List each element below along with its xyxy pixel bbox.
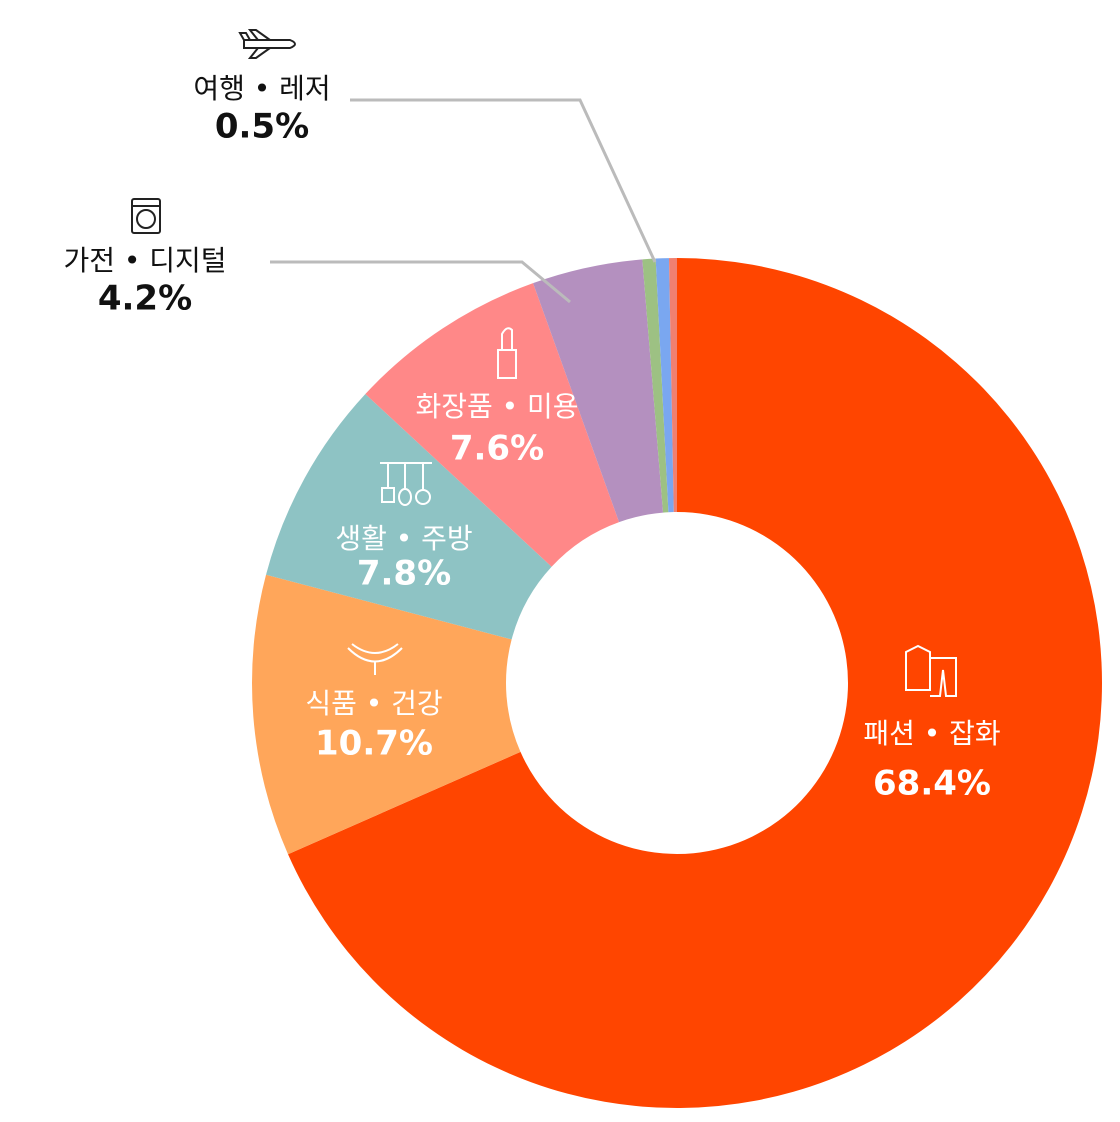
category-label: 패션 • 잡화 <box>863 717 1000 750</box>
category-label: 여행 • 레저 <box>193 72 330 105</box>
sausage-icon <box>347 643 403 675</box>
donut-slice <box>251 574 521 855</box>
donut-slice <box>655 258 674 513</box>
donut-slice <box>642 258 669 513</box>
donut-slice <box>365 283 620 567</box>
washer-icon <box>131 198 161 234</box>
leader-line <box>350 98 657 263</box>
leader-line <box>270 260 571 304</box>
donut-slice <box>266 394 552 640</box>
category-label: 생활 • 주방 <box>335 522 472 555</box>
donut-slice <box>288 258 1103 1108</box>
category-label: 화장품 • 미용 <box>415 390 578 423</box>
plane-icon <box>238 29 296 59</box>
category-label: 식품 • 건강 <box>305 687 442 720</box>
value-label: 68.4% <box>873 764 991 804</box>
category-label: 가전 • 디지털 <box>63 244 226 277</box>
value-label: 7.8% <box>357 554 451 594</box>
slices <box>251 258 1103 1108</box>
lipstick-icon <box>497 327 517 379</box>
value-label: 0.5% <box>215 107 309 147</box>
value-label: 10.7% <box>315 724 433 764</box>
value-label: 7.6% <box>450 429 544 469</box>
utensils-icon <box>380 462 432 506</box>
value-label: 4.2% <box>98 279 192 319</box>
donut-slice <box>668 258 677 513</box>
donut-slice <box>533 259 664 523</box>
clothes-icon <box>905 644 957 697</box>
